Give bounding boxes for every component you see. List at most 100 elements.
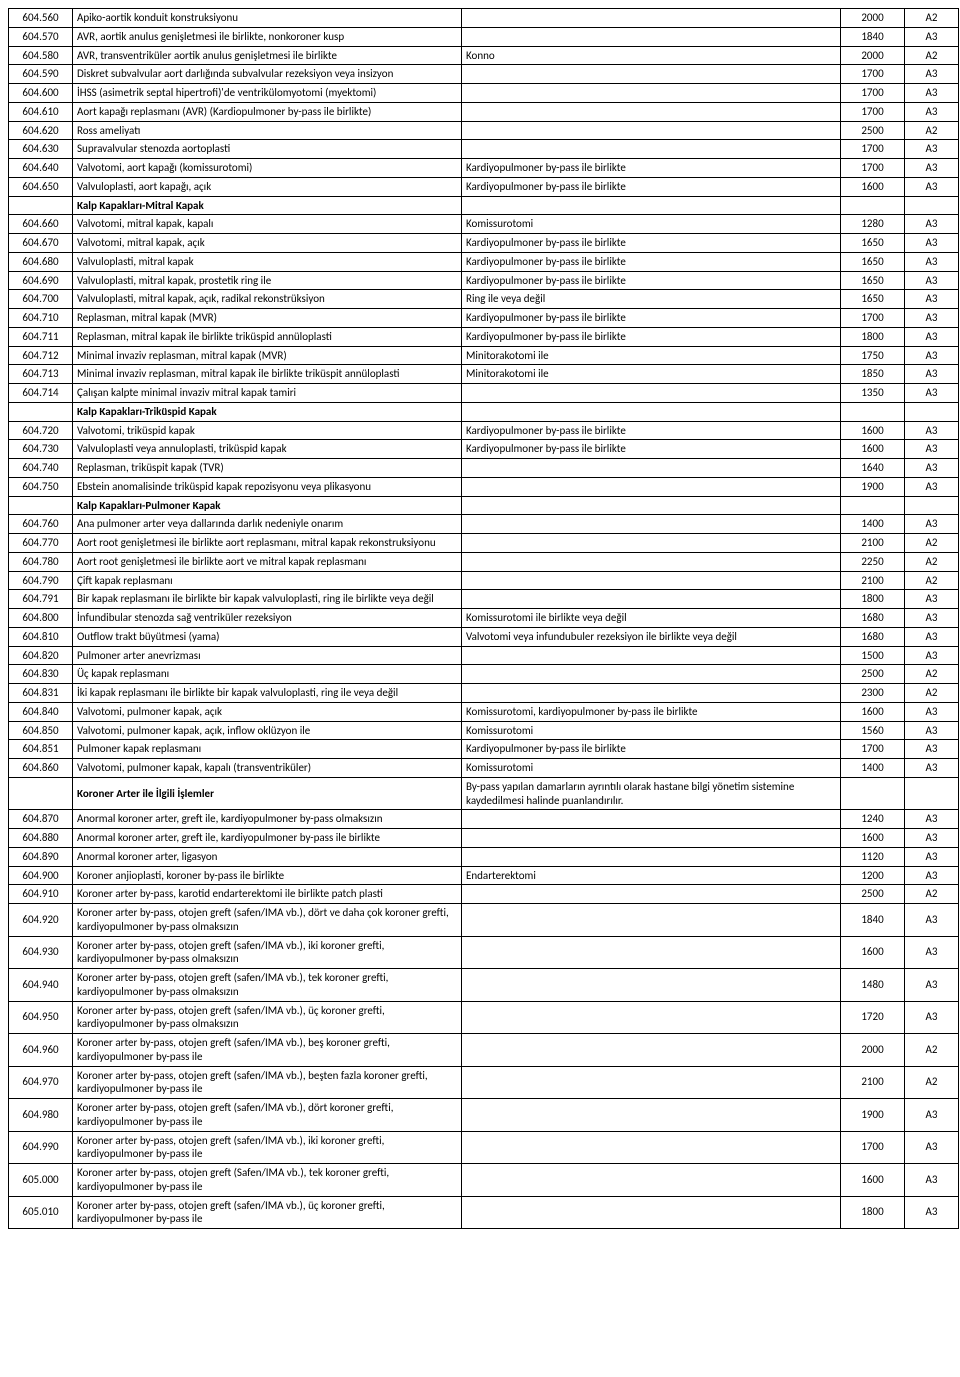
note-cell	[462, 665, 841, 684]
table-row: 604.640Valvotomi, aort kapağı (komissuro…	[9, 159, 959, 178]
description-cell: Minimal invaziv replasman, mitral kapak …	[73, 346, 462, 365]
code-cell: 604.590	[9, 65, 73, 84]
points-cell: 1700	[841, 102, 905, 121]
code-cell: 604.720	[9, 421, 73, 440]
description-cell: Koroner arter by-pass, otojen greft (saf…	[73, 1131, 462, 1164]
description-cell: Valvuloplasti, mitral kapak, prostetik r…	[73, 271, 462, 290]
points-cell: 1800	[841, 327, 905, 346]
note-cell	[462, 969, 841, 1002]
table-row: 604.791Bir kapak replasmanı ile birlikte…	[9, 590, 959, 609]
grade-cell: A3	[905, 271, 959, 290]
code-cell: 604.690	[9, 271, 73, 290]
table-row: 604.560Apiko-aortik konduit konstruksiyo…	[9, 9, 959, 28]
table-row: 604.890Anormal koroner arter, ligasyon11…	[9, 847, 959, 866]
note-cell	[462, 9, 841, 28]
points-cell	[841, 496, 905, 515]
description-cell: Anormal koroner arter, ligasyon	[73, 847, 462, 866]
grade-cell: A3	[905, 646, 959, 665]
table-row: Kalp Kapakları-Pulmoner Kapak	[9, 496, 959, 515]
table-row: Kalp Kapakları-Mitral Kapak	[9, 196, 959, 215]
description-cell: Ana pulmoner arter veya dallarında darlı…	[73, 515, 462, 534]
table-row: 604.713Minimal invaziv replasman, mitral…	[9, 365, 959, 384]
points-cell: 1200	[841, 866, 905, 885]
code-cell: 604.880	[9, 829, 73, 848]
table-row: 604.760Ana pulmoner arter veya dallarınd…	[9, 515, 959, 534]
table-row: 604.800İnfundibular stenozda sağ ventrik…	[9, 609, 959, 628]
note-cell	[462, 1034, 841, 1067]
code-cell: 604.831	[9, 684, 73, 703]
note-cell	[462, 1196, 841, 1229]
description-cell: Kalp Kapakları-Pulmoner Kapak	[73, 496, 462, 515]
description-cell: Koroner arter by-pass, otojen greft (saf…	[73, 1066, 462, 1099]
grade-cell: A3	[905, 702, 959, 721]
note-cell	[462, 534, 841, 553]
grade-cell: A3	[905, 159, 959, 178]
table-row: 604.590Diskret subvalvular aort darlığın…	[9, 65, 959, 84]
code-cell: 604.713	[9, 365, 73, 384]
description-cell: Üç kapak replasmanı	[73, 665, 462, 684]
grade-cell: A3	[905, 421, 959, 440]
code-cell: 604.890	[9, 847, 73, 866]
points-cell: 2500	[841, 665, 905, 684]
code-cell: 604.680	[9, 252, 73, 271]
grade-cell: A3	[905, 721, 959, 740]
description-cell: Valvotomi, mitral kapak, kapalı	[73, 215, 462, 234]
points-cell: 1400	[841, 759, 905, 778]
note-cell: Kardiyopulmoner by-pass ile birlikte	[462, 327, 841, 346]
description-cell: Koroner arter by-pass, otojen greft (saf…	[73, 1001, 462, 1034]
code-cell: 604.714	[9, 384, 73, 403]
note-cell	[462, 84, 841, 103]
description-cell: Minimal invaziv replasman, mitral kapak …	[73, 365, 462, 384]
grade-cell: A2	[905, 684, 959, 703]
points-cell: 1840	[841, 27, 905, 46]
table-row: 604.920Koroner arter by-pass, otojen gre…	[9, 904, 959, 937]
description-cell: Ebstein anomalisinde triküspid kapak rep…	[73, 477, 462, 496]
grade-cell: A3	[905, 1196, 959, 1229]
procedure-table: 604.560Apiko-aortik konduit konstruksiyo…	[8, 8, 959, 1229]
note-cell	[462, 196, 841, 215]
grade-cell: A3	[905, 829, 959, 848]
table-row: 604.830Üç kapak replasmanı2500A2	[9, 665, 959, 684]
description-cell: Apiko-aortik konduit konstruksiyonu	[73, 9, 462, 28]
table-row: 604.712Minimal invaziv replasman, mitral…	[9, 346, 959, 365]
points-cell: 1700	[841, 84, 905, 103]
note-cell	[462, 496, 841, 515]
grade-cell: A3	[905, 627, 959, 646]
code-cell: 604.860	[9, 759, 73, 778]
description-cell: Koroner anjioplasti, koroner by-pass ile…	[73, 866, 462, 885]
code-cell: 604.740	[9, 459, 73, 478]
points-cell: 2100	[841, 534, 905, 553]
description-cell: Ross ameliyatı	[73, 121, 462, 140]
table-row: 604.730Valvuloplasti veya annuloplasti, …	[9, 440, 959, 459]
table-row: 604.630Supravalvular stenozda aortoplast…	[9, 140, 959, 159]
grade-cell: A3	[905, 740, 959, 759]
grade-cell: A3	[905, 234, 959, 253]
points-cell: 1600	[841, 936, 905, 969]
points-cell: 1850	[841, 365, 905, 384]
code-cell: 604.620	[9, 121, 73, 140]
table-row: 604.880Anormal koroner arter, greft ile,…	[9, 829, 959, 848]
code-cell: 604.560	[9, 9, 73, 28]
grade-cell: A3	[905, 252, 959, 271]
grade-cell: A3	[905, 177, 959, 196]
code-cell: 604.791	[9, 590, 73, 609]
description-cell: Valvotomi, pulmoner kapak, açık	[73, 702, 462, 721]
code-cell	[9, 496, 73, 515]
points-cell: 2000	[841, 1034, 905, 1067]
table-row: 604.930Koroner arter by-pass, otojen gre…	[9, 936, 959, 969]
code-cell: 604.610	[9, 102, 73, 121]
grade-cell: A3	[905, 215, 959, 234]
table-row: 604.740Replasman, triküspit kapak (TVR)1…	[9, 459, 959, 478]
note-cell: Komissurotomi, kardiyopulmoner by-pass i…	[462, 702, 841, 721]
description-cell: Çalışan kalpte minimal invaziv mitral ka…	[73, 384, 462, 403]
table-row: 604.950Koroner arter by-pass, otojen gre…	[9, 1001, 959, 1034]
description-cell: Supravalvular stenozda aortoplasti	[73, 140, 462, 159]
points-cell: 1800	[841, 590, 905, 609]
grade-cell: A3	[905, 847, 959, 866]
grade-cell: A3	[905, 440, 959, 459]
description-cell: AVR, transventriküler aortik anulus geni…	[73, 46, 462, 65]
code-cell: 604.760	[9, 515, 73, 534]
grade-cell: A3	[905, 515, 959, 534]
table-row: 604.990Koroner arter by-pass, otojen gre…	[9, 1131, 959, 1164]
description-cell: Diskret subvalvular aort darlığında subv…	[73, 65, 462, 84]
